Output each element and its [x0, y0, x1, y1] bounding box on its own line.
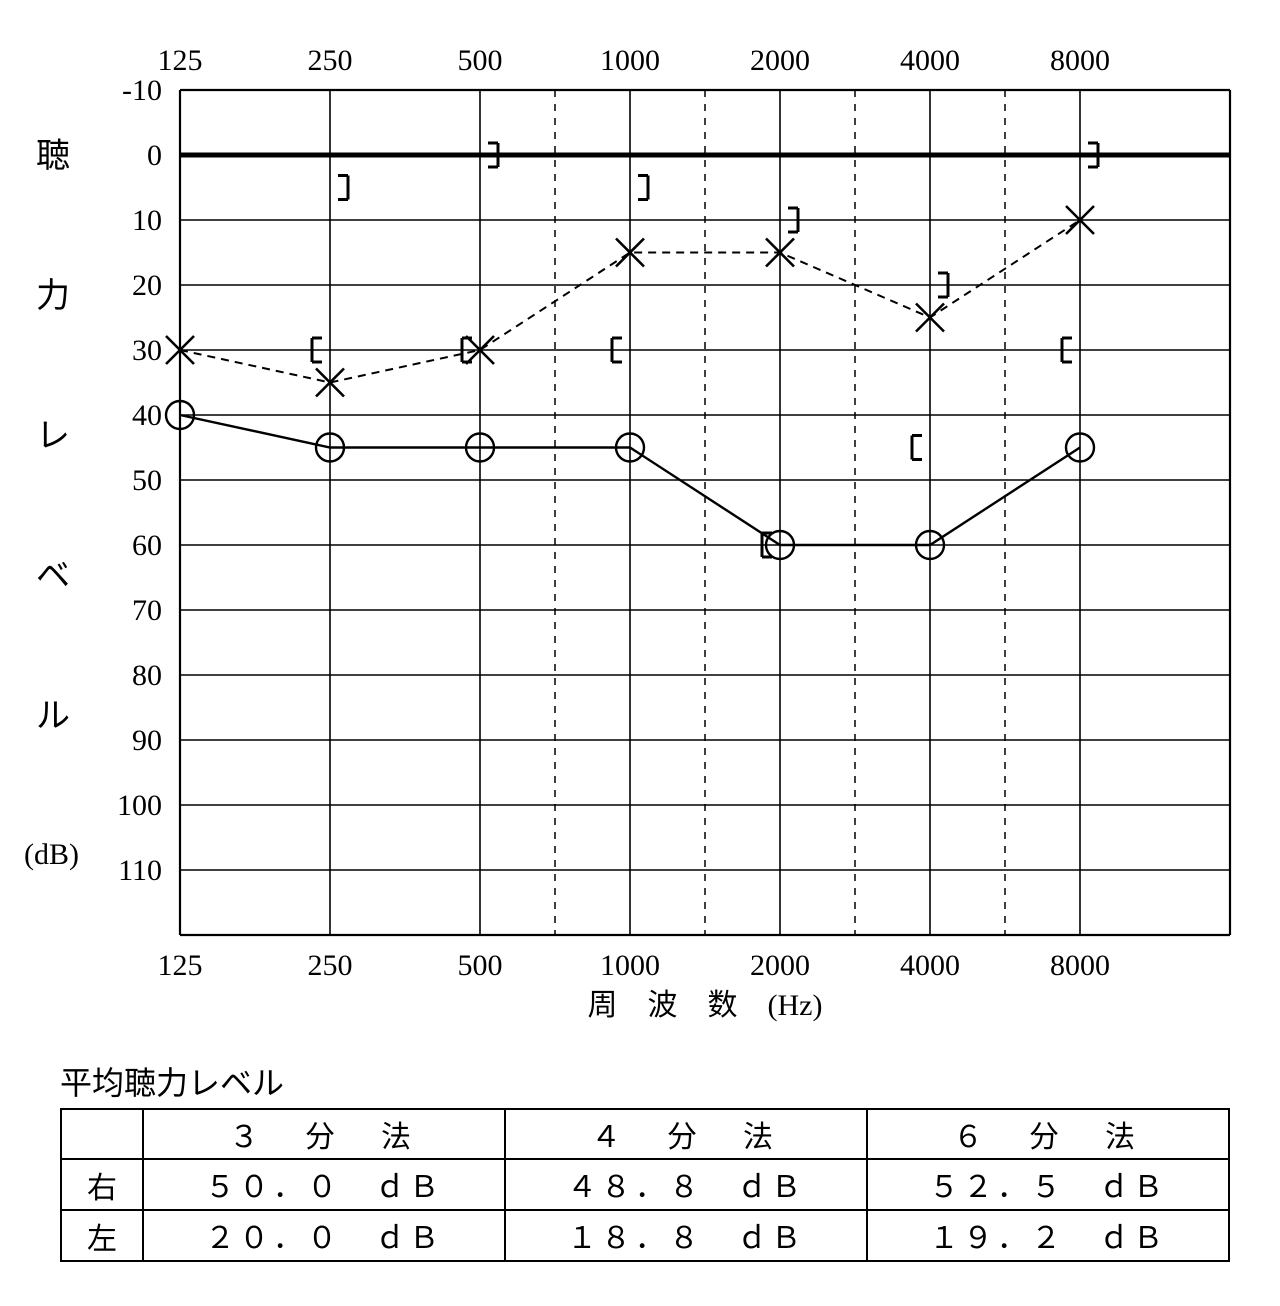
row-header: 右	[61, 1159, 143, 1210]
x-tick-bottom: 8000	[1050, 949, 1110, 982]
x-tick-top: 8000	[1050, 44, 1110, 77]
row-header: 左	[61, 1210, 143, 1261]
y-tick: 50	[132, 464, 162, 497]
x-tick-top: 500	[458, 44, 503, 77]
table-row: 左 ２０．０ ｄＢ １８．８ ｄＢ １９．２ ｄＢ	[61, 1210, 1229, 1261]
y-tick: 110	[118, 854, 162, 887]
ylabel-char: 聴	[36, 140, 70, 174]
ylabel-char: ル	[36, 700, 70, 734]
ylabel-unit: (dB)	[24, 840, 79, 870]
avg-table-title: 平均聴力レベル	[60, 1058, 1260, 1104]
x-tick-bottom: 500	[458, 949, 503, 982]
x-axis-label: 周 波 数 (Hz)	[588, 989, 823, 1022]
x-tick-top: 125	[158, 44, 203, 77]
y-tick: 90	[132, 724, 162, 757]
y-tick: 100	[117, 789, 162, 822]
y-tick: 0	[147, 139, 162, 172]
y-tick: 10	[132, 204, 162, 237]
y-tick: 30	[132, 334, 162, 367]
table-row: ３ 分 法 ４ 分 法 ６ 分 法	[61, 1109, 1229, 1159]
y-tick: -10	[122, 74, 162, 107]
table-cell: ５２．５ ｄＢ	[867, 1159, 1229, 1210]
y-tick: 20	[132, 269, 162, 302]
table-corner	[61, 1109, 143, 1159]
audiogram-chart: 聴 力 レ ベ ル (dB) 1251252502505005001000100…	[20, 20, 1260, 1040]
y-tick: 40	[132, 399, 162, 432]
x-tick-bottom: 4000	[900, 949, 960, 982]
ylabel-char: 力	[36, 280, 70, 314]
col-header: ３ 分 法	[143, 1109, 505, 1159]
x-tick-top: 2000	[750, 44, 810, 77]
x-tick-top: 1000	[600, 44, 660, 77]
table-cell: １９．２ ｄＢ	[867, 1210, 1229, 1261]
table-cell: ４８．８ ｄＢ	[505, 1159, 867, 1210]
ylabel-char: レ	[36, 420, 70, 454]
x-tick-top: 4000	[900, 44, 960, 77]
x-tick-bottom: 125	[158, 949, 203, 982]
col-header: ６ 分 法	[867, 1109, 1229, 1159]
y-tick: 80	[132, 659, 162, 692]
x-tick-bottom: 2000	[750, 949, 810, 982]
audiogram-svg: 1251252502505005001000100020002000400040…	[80, 20, 1260, 1040]
table-row: 右 ５０．０ ｄＢ ４８．８ ｄＢ ５２．５ ｄＢ	[61, 1159, 1229, 1210]
ylabel-char: ベ	[36, 560, 70, 594]
x-tick-top: 250	[308, 44, 353, 77]
table-cell: ５０．０ ｄＢ	[143, 1159, 505, 1210]
y-tick: 60	[132, 529, 162, 562]
table-cell: １８．８ ｄＢ	[505, 1210, 867, 1261]
y-tick: 70	[132, 594, 162, 627]
col-header: ４ 分 法	[505, 1109, 867, 1159]
x-tick-bottom: 1000	[600, 949, 660, 982]
table-cell: ２０．０ ｄＢ	[143, 1210, 505, 1261]
avg-table: ３ 分 法 ４ 分 法 ６ 分 法 右 ５０．０ ｄＢ ４８．８ ｄＢ ５２．５…	[60, 1108, 1230, 1262]
x-tick-bottom: 250	[308, 949, 353, 982]
